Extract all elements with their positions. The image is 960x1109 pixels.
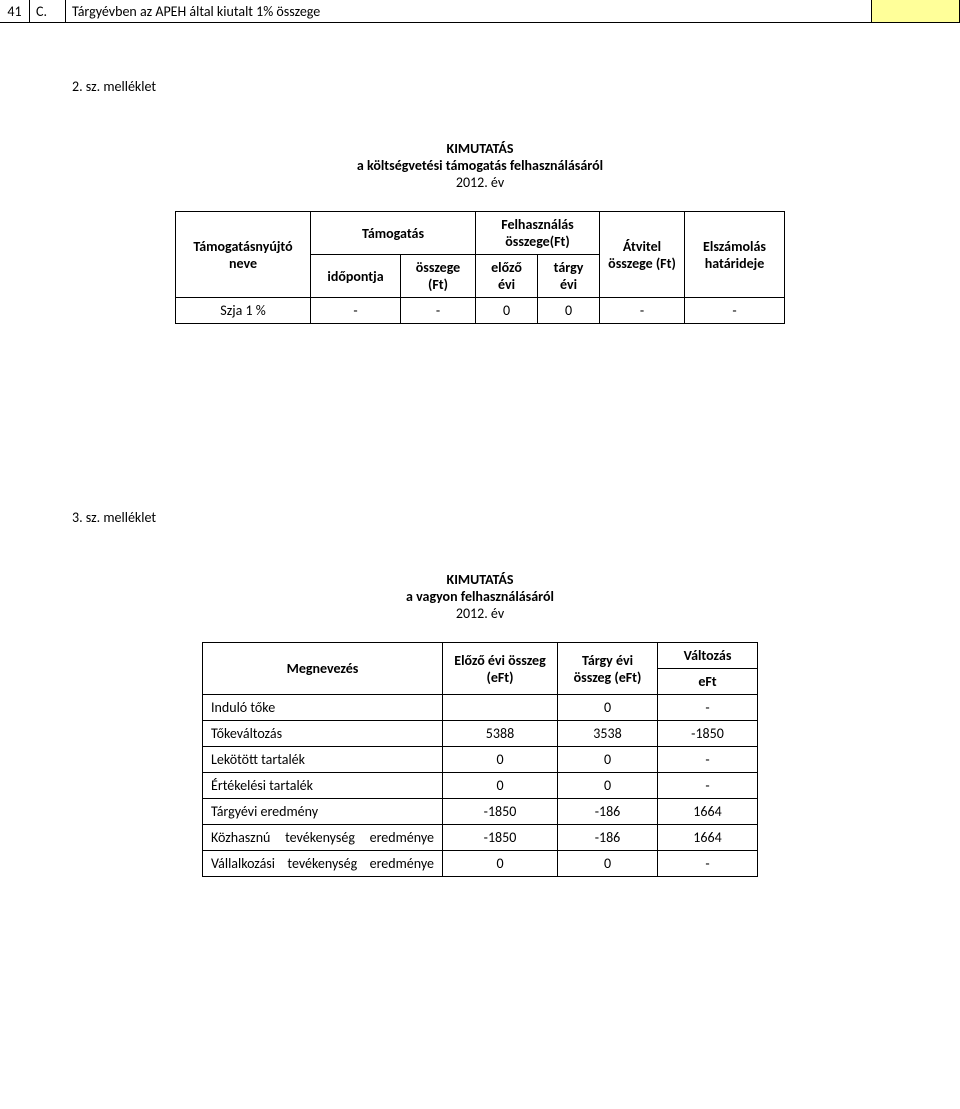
t1-row-c1: Szja 1 % [176,298,311,324]
section1-title: KIMUTATÁS a költségvetési támogatás felh… [72,140,888,191]
t1-header-usage: Felhasználás összege(Ft) [476,212,600,255]
t2-row-prev: 5388 [443,721,558,747]
top-row-code: C. [30,0,66,22]
t2-header-change: Változás [658,643,758,669]
t1-row-c7: - [685,298,785,324]
t2-row-prev: 0 [443,851,558,877]
table-row: Értékelési tartalék00- [203,773,758,799]
section1-title-line3: 2012. év [72,174,888,191]
t2-row-label: Induló tőke [203,695,443,721]
t2-row-prev: 0 [443,747,558,773]
t1-row-c2: - [311,298,401,324]
t2-row-curr: 0 [558,695,658,721]
section2-title-line2: a vagyon felhasználásáról [72,588,888,605]
t1-header-date: időpontja [311,255,401,298]
t2-row-curr: -186 [558,799,658,825]
t2-row-prev: -1850 [443,825,558,851]
t2-row-label: Lekötött tartalék [203,747,443,773]
section1-table: Támogatásnyújtó neve Támogatás Felhaszná… [175,211,785,324]
t2-row-change: - [658,747,758,773]
t2-row-label: Értékelési tartalék [203,773,443,799]
t2-row-prev: 0 [443,773,558,799]
t2-row-curr: 3538 [558,721,658,747]
t2-row-change: - [658,695,758,721]
t1-row-c3: - [401,298,476,324]
t2-header-curr: Tárgy évi összeg (eFt) [558,643,658,695]
top-row-num: 41 [0,0,30,22]
t1-header-name: Támogatásnyújtó neve [176,212,311,298]
t2-header-prev: Előző évi összeg (eFt) [443,643,558,695]
t2-row-curr: 0 [558,747,658,773]
table-row: Szja 1 % - - 0 0 - - [176,298,785,324]
t1-header-prev: előző évi [476,255,538,298]
t2-header-name: Megnevezés [203,643,443,695]
t2-row-label: Közhasznú tevékenység eredménye [203,825,443,851]
table-row: Lekötött tartalék00- [203,747,758,773]
section2-title-line1: KIMUTATÁS [72,571,888,588]
t1-header-support: Támogatás [311,212,476,255]
table-row: Induló tőke 0- [203,695,758,721]
t2-row-prev: -1850 [443,799,558,825]
t2-row-label: Tárgyévi eredmény [203,799,443,825]
t2-row-label: Vállalkozási tevékenység eredménye [203,851,443,877]
table-row: Közhasznú tevékenység eredménye-1850-186… [203,825,758,851]
top-row: 41 C. Tárgyévben az APEH által kiutalt 1… [0,0,960,23]
t2-row-prev [443,695,558,721]
section1-label: 2. sz. melléklet [72,78,888,95]
table-row: Tárgyévi eredmény-1850-1861664 [203,799,758,825]
table-row: Vállalkozási tevékenység eredménye00- [203,851,758,877]
t2-row-change: -1850 [658,721,758,747]
t2-row-change: - [658,773,758,799]
t1-header-carry: Átvitel összege (Ft) [600,212,685,298]
t2-row-curr: 0 [558,851,658,877]
section2-title: KIMUTATÁS a vagyon felhasználásáról 2012… [72,571,888,622]
t2-row-change: 1664 [658,825,758,851]
t1-row-c4: 0 [476,298,538,324]
t2-row-curr: -186 [558,825,658,851]
table-row: Tőkeváltozás53883538-1850 [203,721,758,747]
t1-row-c6: - [600,298,685,324]
t2-row-curr: 0 [558,773,658,799]
t1-header-deadline: Elszámolás határideje [685,212,785,298]
section2-table: Megnevezés Előző évi összeg (eFt) Tárgy … [202,642,758,877]
top-row-yellow-cell [872,0,960,22]
section2-title-line3: 2012. év [72,605,888,622]
t2-row-change: 1664 [658,799,758,825]
t1-header-amount: összege (Ft) [401,255,476,298]
t2-row-change: - [658,851,758,877]
t1-row-c5: 0 [538,298,600,324]
section1-title-line2: a költségvetési támogatás felhasználásár… [72,157,888,174]
t2-row-label: Tőkeváltozás [203,721,443,747]
t1-header-curr: tárgy évi [538,255,600,298]
top-row-text: Tárgyévben az APEH által kiutalt 1% össz… [66,0,872,22]
section2-label: 3. sz. melléklet [72,509,888,526]
section1-title-line1: KIMUTATÁS [72,140,888,157]
t2-header-eft: eFt [658,669,758,695]
